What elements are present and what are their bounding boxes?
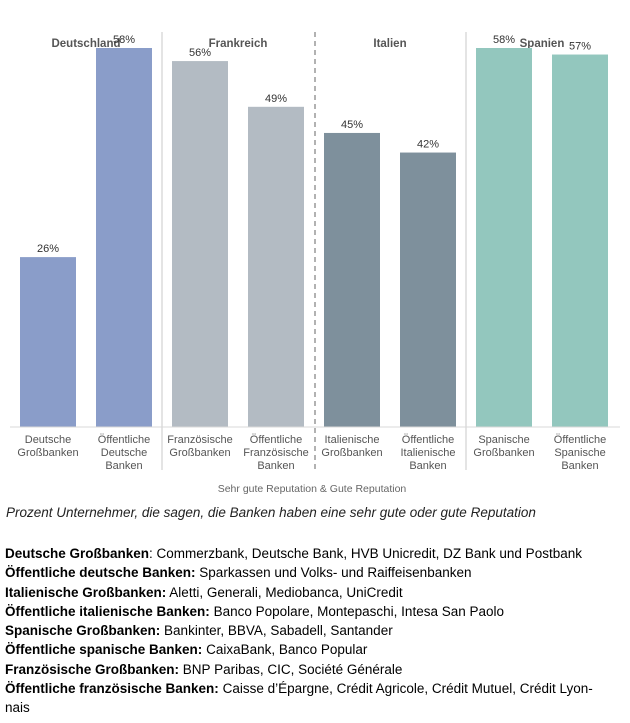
- group-labels: Deutschland Frankreich Italien Spanien: [51, 38, 564, 50]
- bar-chart: Deutschland Frankreich Italien Spanien 26% 5…: [10, 32, 620, 495]
- definition-row: Deutsche Großbanken: Commerzbank, Deutsc…: [5, 544, 627, 563]
- definition-row: nais: [5, 698, 627, 717]
- definition-term: Deutsche Großbanken: [5, 546, 150, 561]
- bar: [20, 257, 76, 427]
- category-label-line: Großbanken: [473, 447, 534, 459]
- category-label-line: Banken: [409, 460, 446, 472]
- category-label-line: Öffentliche: [402, 434, 454, 446]
- category-label-line: Banken: [257, 460, 294, 472]
- bank-definitions: Deutsche Großbanken: Commerzbank, Deutsc…: [5, 544, 627, 718]
- value-label: 45%: [341, 119, 363, 131]
- category-label-line: Italienische: [324, 434, 379, 446]
- category-label-line: Französische: [243, 447, 308, 459]
- bar: [96, 48, 152, 427]
- group-label: Frankreich: [209, 38, 268, 50]
- category-label: Spanische Großbanken: [473, 434, 534, 459]
- definition-members: Caisse d’Épargne, Crédit Agricole, Crédi…: [218, 681, 593, 697]
- definition-row: Französische Großbanken: BNP Paribas, CI…: [5, 660, 627, 679]
- definition-term: Italienische Großbanken:: [5, 584, 167, 600]
- category-label-line: Spanische: [554, 447, 605, 459]
- definition-row: Italienische Großbanken: Aletti, General…: [5, 583, 627, 602]
- bar: [172, 61, 228, 427]
- bar: [476, 48, 532, 427]
- group-label: Spanien: [520, 38, 565, 50]
- category-label-line: Deutsche: [25, 434, 71, 446]
- definition-members: Banco Popolare, Montepaschi, Intesa San …: [209, 603, 505, 619]
- category-label: Öffentliche Deutsche Banken: [98, 434, 150, 472]
- category-label-line: Banken: [105, 460, 142, 472]
- definition-row: Öffentliche deutsche Banken: Sparkassen …: [5, 563, 627, 582]
- definition-row: Öffentliche französische Banken: Caisse …: [5, 679, 627, 698]
- bars: [20, 48, 608, 427]
- bar: [552, 54, 608, 427]
- definition-term: Französische Großbanken:: [5, 661, 180, 677]
- category-label-line: Öffentliche: [98, 434, 150, 446]
- category-label: Italienische Großbanken: [321, 434, 382, 459]
- category-label-line: Großbanken: [17, 447, 78, 459]
- definition-members: nais: [5, 700, 30, 716]
- category-label-line: Öffentliche: [250, 434, 302, 446]
- category-label-line: Deutsche: [101, 447, 147, 459]
- value-label: 58%: [493, 34, 515, 46]
- category-label-line: Großbanken: [321, 447, 382, 459]
- value-label: 58%: [113, 34, 135, 46]
- value-label: 57%: [569, 41, 591, 53]
- definition-term: Öffentliche italienische Banken:: [5, 603, 210, 619]
- bar: [248, 106, 304, 427]
- x-axis-label: Sehr gute Reputation & Gute Reputation: [218, 483, 407, 495]
- chart-caption: Prozent Unternehmer, die sagen, die Bank…: [6, 505, 536, 520]
- bar: [400, 152, 456, 427]
- definition-row: Öffentliche italienische Banken: Banco P…: [5, 602, 627, 621]
- category-label: Öffentliche Italienische Banken: [400, 434, 455, 472]
- category-label-line: Französische: [167, 434, 232, 446]
- category-label-line: Italienische: [400, 447, 455, 459]
- group-separators: [161, 32, 467, 470]
- definition-members: : Commerzbank, Deutsche Bank, HVB Unicre…: [149, 546, 582, 561]
- category-label: Öffentliche Französische Banken: [243, 434, 308, 472]
- value-label: 26%: [37, 243, 59, 255]
- category-label: Deutsche Großbanken: [17, 434, 78, 459]
- definition-term: Öffentliche französische Banken:: [5, 681, 219, 697]
- category-label-line: Banken: [561, 460, 598, 472]
- category-label-line: Spanische: [478, 434, 529, 446]
- category-label-line: Großbanken: [169, 447, 230, 459]
- definition-members: Sparkassen und Volks- und Raiffeisenbank…: [195, 565, 472, 581]
- category-label: Öffentliche Spanische Banken: [554, 434, 606, 472]
- value-label: 56%: [189, 47, 211, 59]
- value-labels: 26% 58% 56% 49% 45% 42% 58% 57%: [37, 34, 591, 255]
- definition-members: CaixaBank, Banco Popular: [202, 642, 368, 658]
- category-label: Französische Großbanken: [167, 434, 232, 459]
- definition-row: Spanische Großbanken: Bankinter, BBVA, S…: [5, 621, 627, 640]
- bar: [324, 132, 380, 427]
- definition-term: Öffentliche spanische Banken:: [5, 642, 203, 658]
- definition-members: Bankinter, BBVA, Sabadell, Santander: [160, 623, 393, 639]
- value-label: 42%: [417, 139, 439, 151]
- group-label: Italien: [373, 38, 406, 50]
- category-label-line: Öffentliche: [554, 434, 606, 446]
- definition-members: BNP Paribas, CIC, Société Générale: [179, 661, 403, 677]
- definition-members: Aletti, Generali, Mediobanca, UniCredit: [166, 584, 403, 600]
- value-label: 49%: [265, 93, 287, 105]
- definition-term: Spanische Großbanken:: [5, 623, 161, 639]
- definition-row: Öffentliche spanische Banken: CaixaBank,…: [5, 640, 627, 659]
- group-label: Deutschland: [51, 38, 120, 50]
- definition-term: Öffentliche deutsche Banken:: [5, 565, 196, 581]
